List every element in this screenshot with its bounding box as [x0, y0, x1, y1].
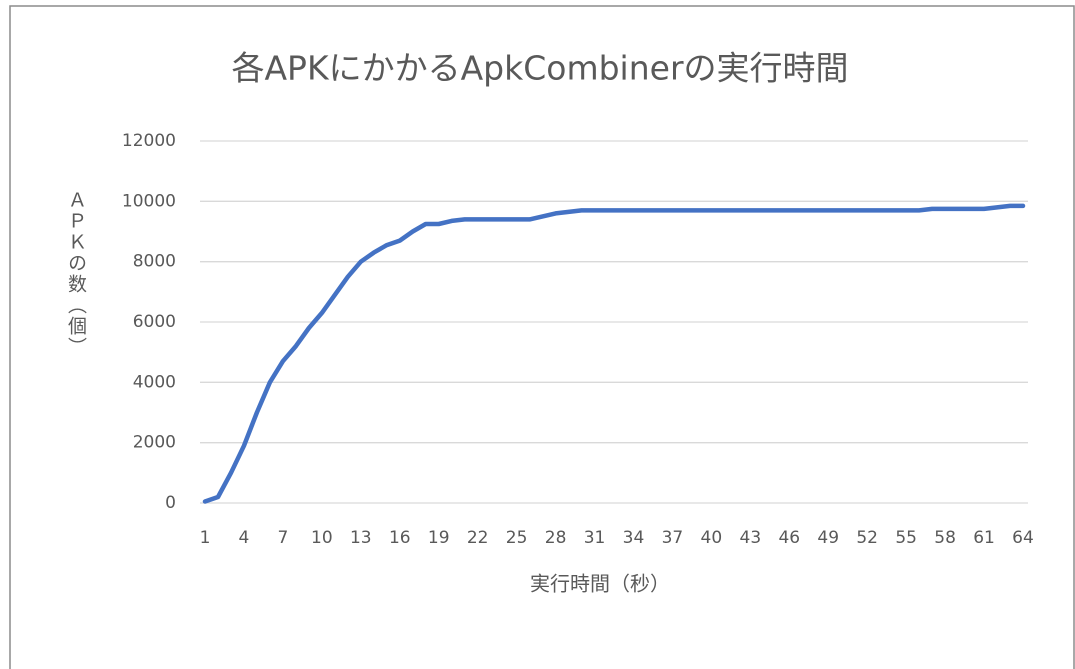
x-tick-label: 34: [623, 528, 645, 548]
y-axis-title: ＡＰＫの数（個）: [65, 190, 87, 358]
x-tick-label: 37: [662, 528, 684, 548]
y-tick-label: 0: [165, 493, 176, 513]
x-tick-label: 10: [311, 528, 333, 548]
x-tick-label: 16: [389, 528, 411, 548]
x-tick-label: 52: [856, 528, 878, 548]
y-tick-label: 2000: [133, 433, 176, 453]
y-tick-label: 12000: [122, 131, 176, 151]
x-tick-label: 46: [778, 528, 800, 548]
x-tick-label: 55: [895, 528, 917, 548]
x-axis-title: 実行時間（秒）: [530, 572, 670, 596]
x-tick-label: 64: [1012, 528, 1034, 548]
x-tick-label: 25: [506, 528, 528, 548]
y-tick-label: 4000: [133, 372, 176, 392]
series-line: [202, 203, 1026, 504]
x-tick-label: 43: [740, 528, 762, 548]
x-tick-label: 61: [973, 528, 995, 548]
x-tick-label: 49: [817, 528, 839, 548]
x-tick-label: 28: [545, 528, 567, 548]
x-tick-label: 58: [934, 528, 956, 548]
x-tick-label: 1: [200, 528, 211, 548]
x-tick-label: 13: [350, 528, 372, 548]
y-tick-label: 10000: [122, 191, 176, 211]
x-tick-label: 4: [239, 528, 250, 548]
y-tick-label: 8000: [133, 252, 176, 272]
x-tick-label: 31: [584, 528, 606, 548]
x-tick-label: 40: [701, 528, 723, 548]
chart-border: [9, 5, 1075, 669]
chart-title: 各APKにかかるApkCombinerの実行時間: [231, 49, 848, 88]
x-tick-label: 22: [467, 528, 489, 548]
y-tick-label: 6000: [133, 312, 176, 332]
x-tick-label: 19: [428, 528, 450, 548]
x-tick-label: 7: [277, 528, 288, 548]
